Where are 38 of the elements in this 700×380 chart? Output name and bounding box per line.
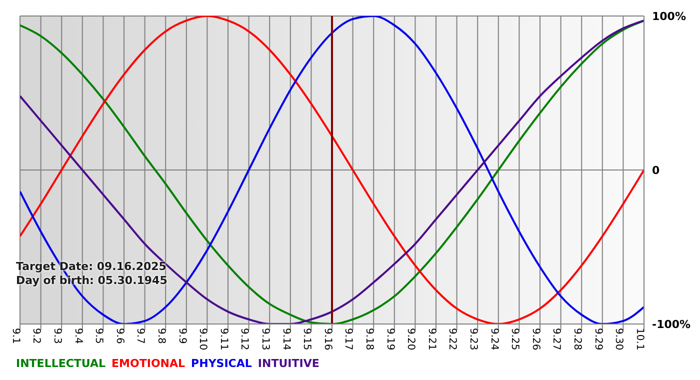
x-tick-label: 9.2: [30, 328, 42, 344]
x-tick-label: 9.1: [10, 328, 21, 344]
x-tick-label: 9.30: [613, 328, 624, 350]
x-tick-label: 9.27: [550, 328, 562, 350]
text: PHYSICAL: [191, 357, 252, 370]
y-tick-label: 100%: [652, 10, 686, 23]
x-tick-label: 9.18: [364, 328, 374, 350]
x-tick-label: 9.11: [218, 328, 229, 350]
x-tick-label: 9.19: [384, 328, 396, 350]
x-tick-label: 9.23: [468, 328, 478, 350]
x-tick-label: 9.25: [509, 328, 520, 350]
text: INTELLECTUAL: [16, 357, 106, 370]
text: EMOTIONAL: [112, 357, 186, 370]
x-tick-label: 9.4: [72, 328, 84, 344]
x-tick-label: 9.26: [530, 328, 541, 350]
x-tick-label: 10.1: [634, 328, 645, 350]
x-tick-label: 9.24: [488, 328, 500, 350]
x-tick-label: 9.7: [134, 328, 146, 344]
x-tick-label: 9.8: [156, 328, 166, 344]
y-tick-label: -100%: [652, 318, 691, 331]
x-tick-label: 9.20: [405, 328, 416, 350]
y-tick-label: 0: [652, 164, 660, 177]
text: INTUITIVE: [258, 357, 320, 370]
x-tick-label: 9.17: [342, 328, 354, 350]
x-tick-label: 9.3: [52, 328, 62, 344]
x-tick-label: 9.10: [197, 328, 208, 350]
x-tick-label: 9.29: [592, 328, 604, 350]
x-tick-label: 9.22: [446, 328, 458, 350]
x-tick-label: 9.14: [280, 328, 292, 350]
x-tick-label: 9.28: [572, 328, 582, 350]
x-tick-label: 9.6: [114, 328, 125, 344]
x-tick-label: 9.12: [238, 328, 250, 350]
x-tick-label: 9.13: [260, 328, 270, 350]
x-tick-label: 9.21: [426, 328, 437, 350]
x-tick-label: 9.9: [176, 328, 188, 344]
x-tick-label: 9.5: [93, 328, 104, 344]
x-tick-label: 9.16: [322, 328, 333, 350]
x-tick-label: 9.15: [301, 328, 312, 350]
